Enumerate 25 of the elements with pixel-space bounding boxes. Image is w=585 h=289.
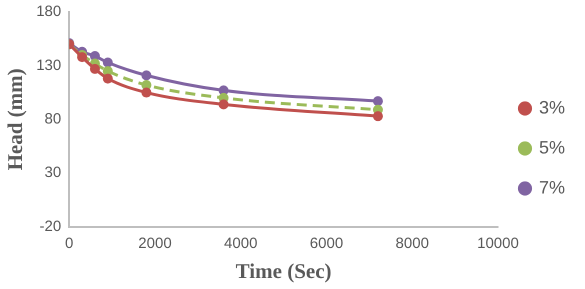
legend-label: 3% xyxy=(538,97,565,118)
legend-label: 7% xyxy=(538,177,565,198)
x-tick-label: 4000 xyxy=(224,234,258,252)
y-axis-title: Head (mm) xyxy=(3,68,28,170)
y-tick-label: -20 xyxy=(40,218,62,235)
point xyxy=(372,111,383,122)
y-tick-label: 80 xyxy=(44,110,62,128)
legend-label: 5% xyxy=(538,137,565,158)
point xyxy=(90,64,100,74)
point xyxy=(77,52,88,62)
point xyxy=(372,96,383,106)
point xyxy=(102,74,113,84)
point xyxy=(218,99,229,110)
x-tick-label: 10000 xyxy=(477,234,519,252)
x-tick-label: 8000 xyxy=(396,234,429,252)
point xyxy=(102,57,113,68)
x-tick-label: 2000 xyxy=(138,234,172,252)
x-axis-title: Time (Sec) xyxy=(236,258,332,283)
y-tick-label: 180 xyxy=(36,3,62,20)
x-tick-label: 0 xyxy=(65,234,74,252)
y-tick-label: 30 xyxy=(44,164,62,182)
y-tick-label: 130 xyxy=(36,56,62,74)
x-tick-label: 6000 xyxy=(310,234,344,252)
point xyxy=(141,70,152,80)
point xyxy=(141,88,152,98)
